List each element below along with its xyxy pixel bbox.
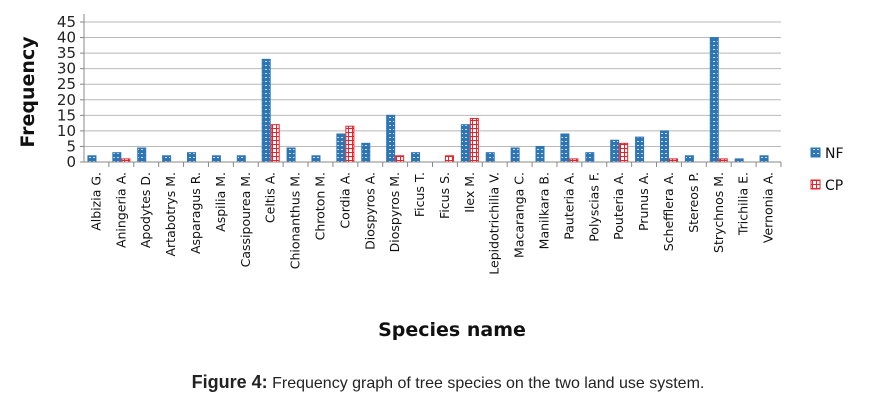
- x-tick-label: Chionanthus M.: [288, 172, 303, 269]
- x-tick-label: Macaranga C.: [512, 172, 527, 258]
- bar-nf: [535, 145, 545, 163]
- x-tick-label: Prunus A.: [636, 172, 651, 231]
- bar-nf: [510, 147, 520, 163]
- x-tick-label: Pauteria A.: [561, 172, 576, 240]
- bar-nf: [635, 136, 645, 163]
- bar-nf: [684, 155, 694, 163]
- bar-nf: [610, 139, 620, 163]
- caption-label: Figure 4:: [191, 372, 268, 392]
- legend: NF CP: [810, 146, 844, 194]
- y-tick-label: 35: [57, 44, 76, 62]
- x-tick-label: Manilkara B.: [537, 172, 552, 249]
- bar-cp: [444, 155, 454, 163]
- x-tick-label: Ilex M.: [462, 172, 477, 213]
- x-tick-label: Cordia A.: [337, 172, 352, 229]
- bar-cp: [469, 117, 479, 163]
- bar-nf: [759, 155, 769, 163]
- bar-cp: [395, 155, 405, 163]
- bar-nf: [485, 152, 495, 163]
- bar-nf: [361, 142, 371, 163]
- legend-label-cp: CP: [825, 178, 843, 194]
- legend-swatch-cp: [810, 179, 821, 190]
- x-tick-label: Albizia G.: [88, 172, 103, 231]
- y-tick-label: 40: [57, 29, 76, 47]
- y-tick-label: 10: [57, 122, 76, 140]
- bar-nf: [585, 152, 595, 163]
- x-tick-label: Diospyros M.: [387, 172, 402, 252]
- x-tick-label: Asparagus R.: [188, 172, 203, 254]
- x-tick-label: Ficus S.: [437, 172, 452, 219]
- x-tick-label: Lepidotrichilia V.: [487, 172, 502, 275]
- bar-nf: [211, 155, 221, 163]
- bar-nf: [659, 130, 669, 163]
- bar-nf: [87, 155, 97, 163]
- bar-nf: [187, 152, 197, 163]
- x-tick-label: Aningeria A.: [113, 172, 128, 248]
- bar-nf: [162, 155, 172, 163]
- x-tick-label: Schefflera A.: [661, 172, 676, 251]
- x-tick-label: Aspilia M.: [213, 172, 228, 232]
- x-tick-label: Ficus T.: [412, 172, 427, 217]
- bar-cp: [345, 125, 355, 163]
- bar-nf: [286, 147, 296, 163]
- caption-text: Frequency graph of tree species on the t…: [267, 375, 705, 392]
- x-tick-label: Celtis A.: [263, 172, 278, 223]
- bar-nf: [560, 133, 570, 163]
- x-tick-label: Polyscias F.: [586, 172, 601, 242]
- x-tick-label: Cassipourea M.: [238, 172, 253, 267]
- bar-nf: [261, 58, 271, 163]
- bar-nf: [709, 37, 719, 163]
- y-tick-label: 5: [66, 137, 76, 155]
- bar-nf: [460, 124, 470, 163]
- x-axis-label: Species name: [378, 319, 526, 341]
- x-tick-label: Stereos P.: [686, 172, 701, 233]
- y-tick-label: 0: [66, 153, 76, 171]
- y-axis-label: Frequency: [17, 36, 39, 148]
- x-tick-label: Trichilia E.: [736, 172, 751, 236]
- x-tick-label: Vernonia A.: [761, 172, 776, 243]
- bar-nf: [411, 152, 421, 163]
- bar-nf: [112, 152, 122, 163]
- y-tick-label: 25: [57, 75, 76, 93]
- figure-caption: Figure 4: Frequency graph of tree specie…: [0, 372, 896, 393]
- bar-nf: [336, 133, 346, 163]
- x-tick-label: Chroton M.: [312, 172, 327, 240]
- gridlines: [84, 21, 781, 163]
- y-tick-label: 15: [57, 106, 76, 124]
- y-tick-label: 20: [57, 91, 76, 109]
- bar-nf: [236, 155, 246, 163]
- y-tick-label: 30: [57, 60, 76, 78]
- bar-cp: [619, 142, 629, 163]
- x-tick-label: Artabotrys M.: [163, 172, 178, 257]
- legend-label-nf: NF: [825, 146, 844, 162]
- axes: [83, 14, 781, 163]
- y-tick-label: 45: [57, 13, 76, 31]
- bar-nf: [137, 147, 147, 163]
- x-tick-label: Diospyros A.: [362, 172, 377, 250]
- bar-nf: [311, 155, 321, 163]
- bars: [87, 37, 769, 163]
- x-tick-label: Pouteria A.: [611, 172, 626, 240]
- x-axis-categories: Albizia G. Aningeria A. Apodytes D. Artabot…: [88, 162, 782, 275]
- legend-swatch-nf: [810, 147, 821, 158]
- bar-cp: [270, 124, 280, 163]
- bar-nf: [386, 114, 396, 163]
- x-tick-label: Apodytes D.: [138, 172, 153, 248]
- x-tick-label: Strychnos M.: [711, 172, 726, 253]
